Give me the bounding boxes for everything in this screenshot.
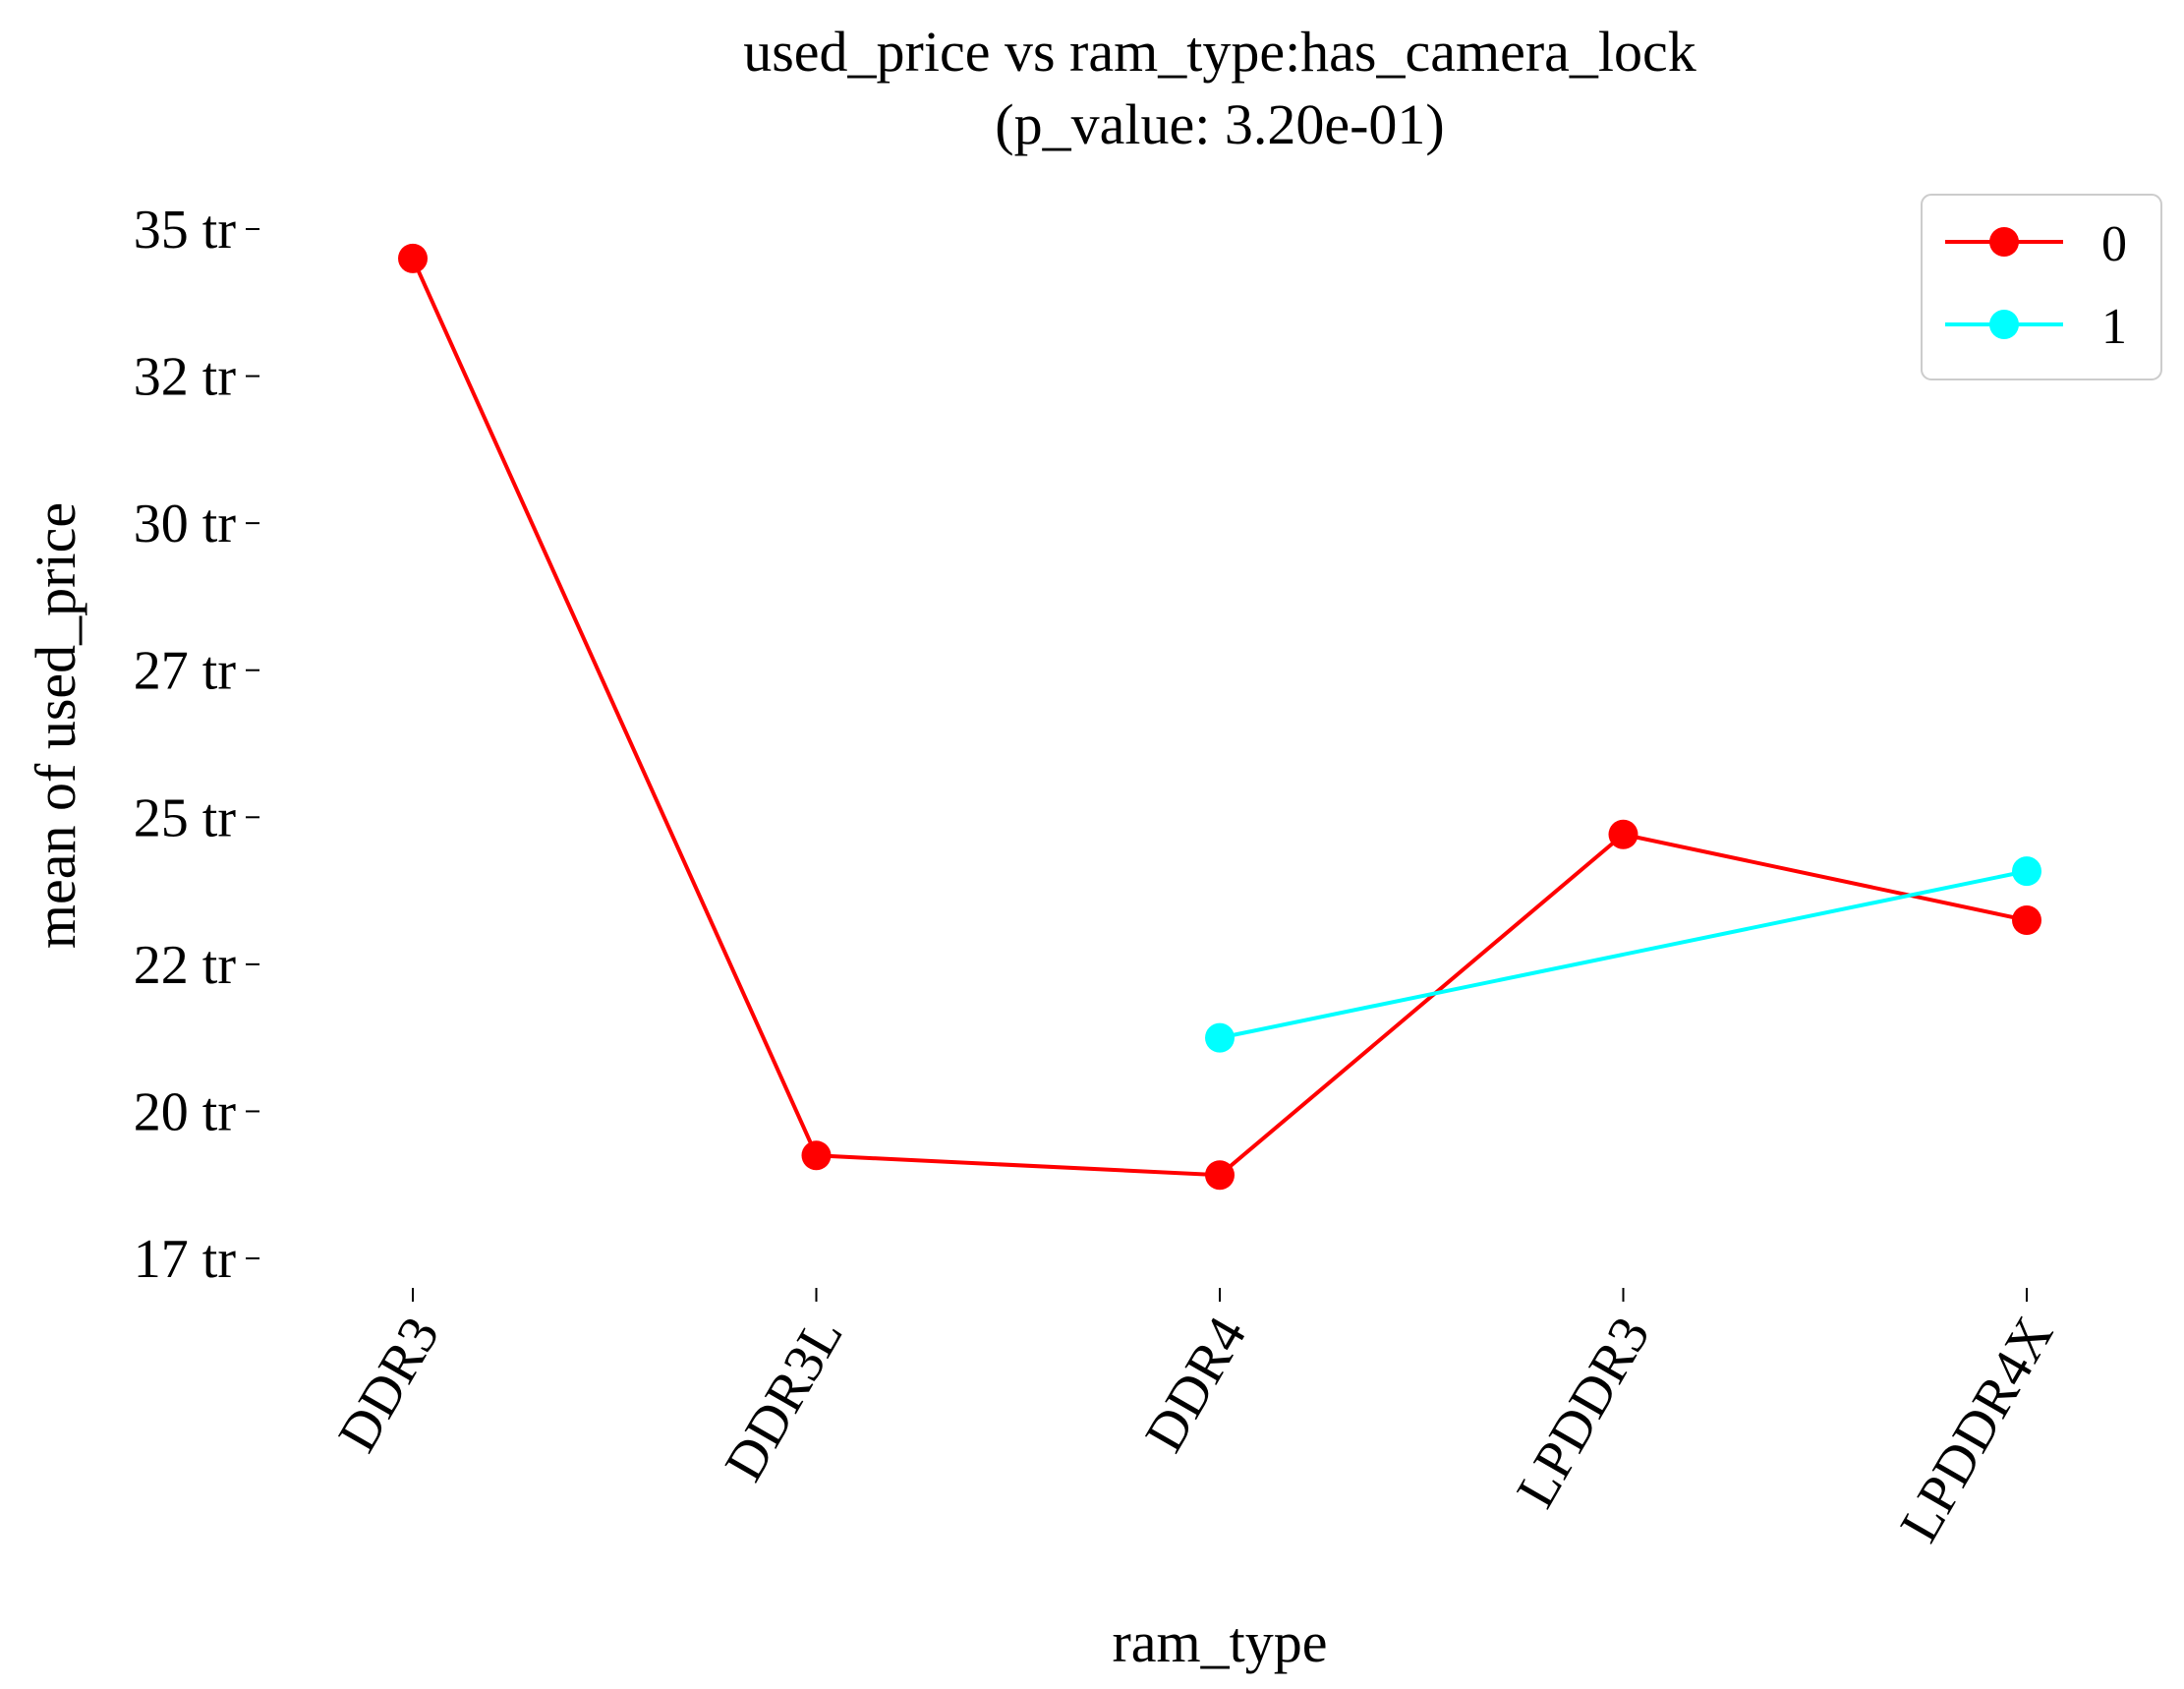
data-point	[2012, 856, 2041, 887]
x-tick-label: DDR3L	[714, 1308, 855, 1491]
legend-entry: 0	[1945, 216, 2127, 272]
chart-title: used_price vs ram_type:has_camera_lock	[743, 20, 1696, 84]
series-line	[1219, 869, 2028, 1040]
series-layer	[398, 243, 2041, 1191]
y-tick-label: 35 tr	[134, 200, 237, 261]
data-point	[398, 243, 428, 273]
x-tick-label: LPDDR3	[1505, 1308, 1661, 1518]
x-axis: DDR3 DDR3L DDR4 LPDDR3 LPDDR4X	[326, 1288, 2065, 1552]
chart-subtitle: (p_value: 3.20e-01)	[995, 92, 1444, 156]
data-point	[1205, 1022, 1235, 1053]
series-1	[1205, 856, 2041, 1053]
legend-marker	[1989, 310, 2019, 339]
x-tick-label: LPDDR4X	[1889, 1308, 2066, 1552]
legend-marker	[1989, 227, 2019, 257]
y-tick-label: 20 tr	[134, 1081, 237, 1142]
legend: 01	[1921, 194, 2162, 380]
data-point	[1608, 819, 1638, 849]
series-0	[398, 243, 2041, 1191]
y-axis: 17 tr 20 tr 22 tr 25 tr 27 tr 30 tr 32 tr 35 tr	[134, 200, 259, 1290]
y-tick-label: 27 tr	[134, 641, 237, 702]
y-axis-label: mean of used_price	[24, 502, 87, 949]
x-tick-label: DDR4	[1133, 1308, 1258, 1463]
data-point	[1205, 1160, 1235, 1191]
x-axis-label: ram_type	[1112, 1610, 1327, 1674]
data-point	[2012, 904, 2041, 935]
y-tick-label: 22 tr	[134, 935, 237, 996]
data-point	[801, 1140, 832, 1171]
y-tick-label: 25 tr	[134, 787, 237, 848]
legend-label: 0	[2101, 216, 2127, 272]
legend-label: 1	[2101, 299, 2127, 355]
y-tick-label: 32 tr	[134, 347, 237, 408]
y-tick-label: 30 tr	[134, 494, 237, 554]
y-tick-label: 17 tr	[134, 1229, 237, 1290]
x-tick-label: DDR3	[326, 1308, 451, 1463]
legend-entry: 1	[1945, 299, 2127, 355]
